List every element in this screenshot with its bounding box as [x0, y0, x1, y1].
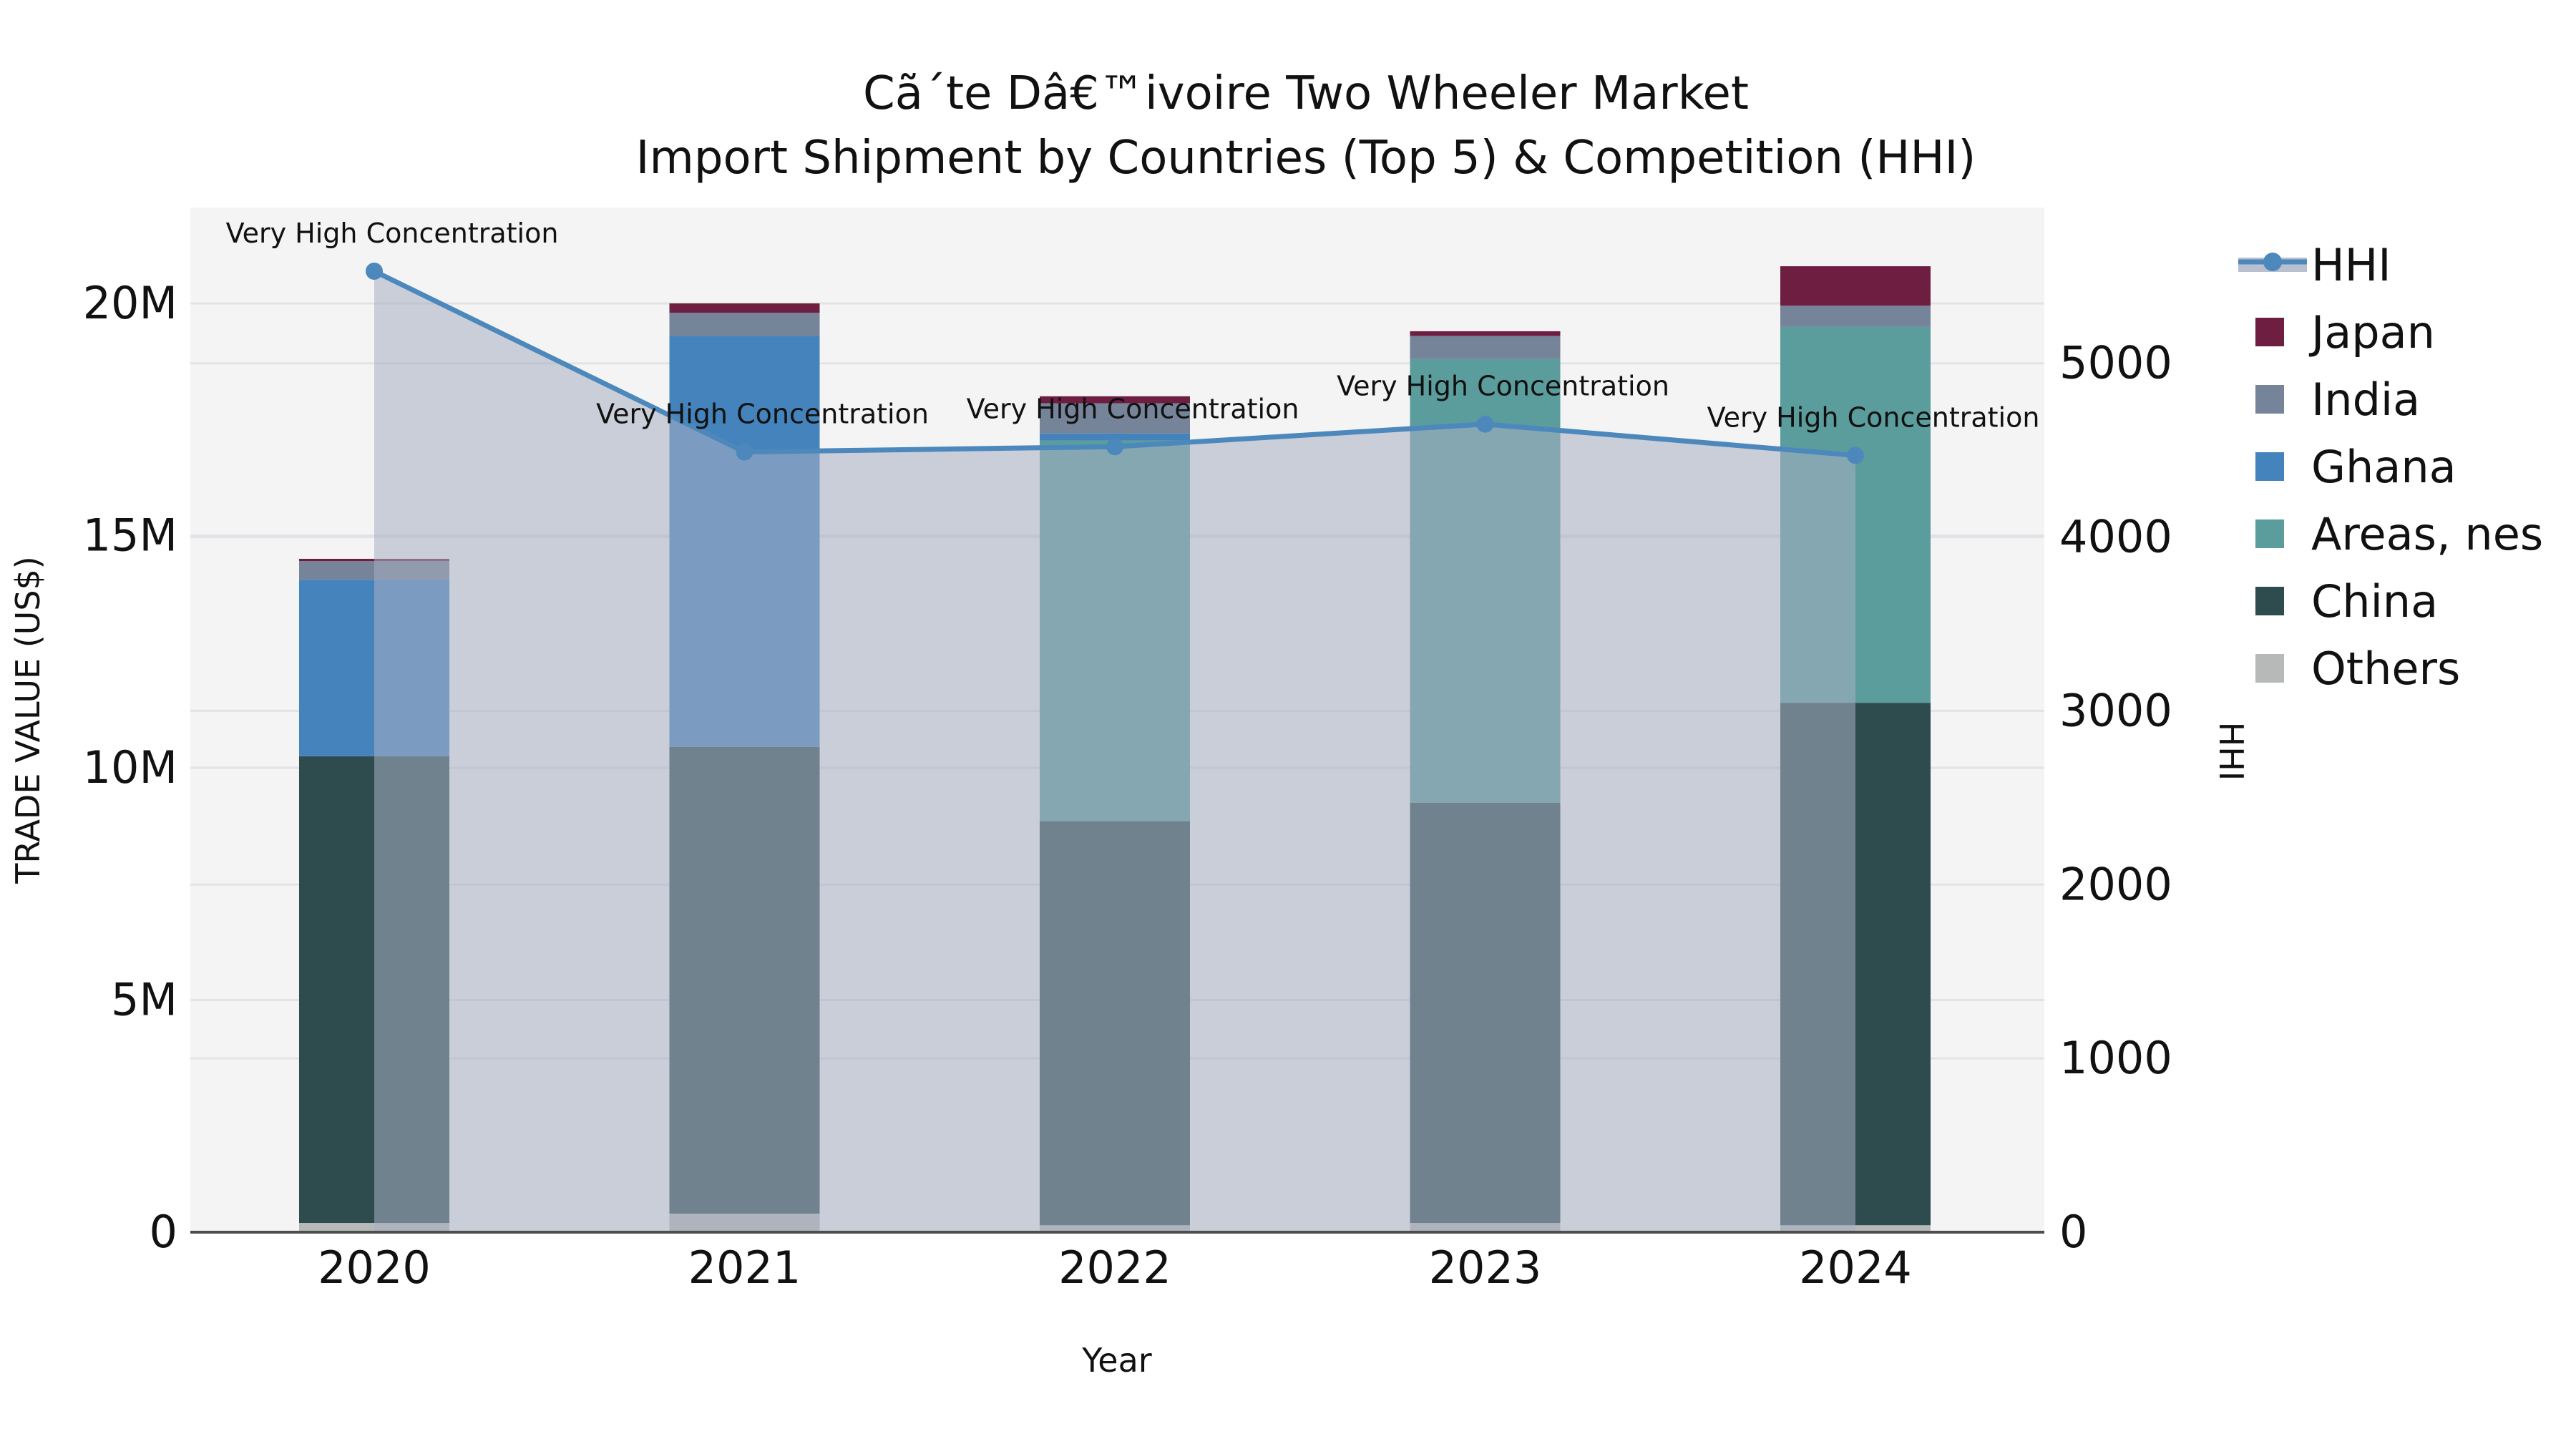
legend-item-ghana: Ghana	[2255, 441, 2457, 493]
bar-segment-japan-2024	[1780, 266, 1931, 306]
annotations: Very High Concentration Very High Concent…	[226, 218, 2040, 433]
bar-segment-japan-2023	[1410, 331, 1561, 336]
y-tick-right-2000: 2000	[2059, 858, 2172, 910]
legend-label: Ghana	[2311, 441, 2457, 493]
x-tick-2023: 2023	[1429, 1241, 1542, 1294]
legend-label: HHI	[2311, 239, 2391, 291]
annotation-2022: Very High Concentration	[967, 393, 1299, 424]
legend-swatch-others	[2255, 654, 2284, 683]
legend-item-hhi: HHI	[2238, 239, 2391, 291]
hhi-marker-2020	[366, 263, 383, 280]
y-tick-labels-left: 0 5M 10M 15M 20M	[83, 277, 177, 1258]
y-tick-left-10M: 10M	[83, 741, 177, 794]
legend-label: Japan	[2308, 306, 2435, 358]
bar-segment-india-2022	[1040, 403, 1190, 434]
annotation-2024: Very High Concentration	[1707, 401, 2040, 433]
y-tick-right-1000: 1000	[2059, 1032, 2172, 1084]
y-tick-left-0: 0	[150, 1206, 177, 1258]
x-tick-2022: 2022	[1058, 1241, 1171, 1294]
legend-item-japan: Japan	[2255, 306, 2435, 358]
legend-item-china: China	[2255, 575, 2438, 628]
y-tick-labels-right: 0 1000 2000 3000 4000 5000	[2059, 337, 2172, 1258]
bar-segment-india-2024	[1780, 306, 1931, 327]
bar-segment-india-2021	[669, 312, 820, 336]
x-tick-2020: 2020	[318, 1241, 431, 1294]
bar-segment-ghana-2022	[1040, 433, 1190, 441]
legend-item-others: Others	[2255, 643, 2460, 695]
annotation-2023: Very High Concentration	[1337, 371, 1669, 402]
y-tick-left-15M: 15M	[83, 509, 177, 562]
hhi-marker-2021	[736, 443, 753, 461]
legend-label: Areas, nes	[2311, 508, 2543, 560]
hhi-markers	[366, 263, 1864, 464]
annotation-2020: Very High Concentration	[226, 218, 559, 249]
legend-swatch-japan	[2255, 318, 2284, 346]
legend-item-areas-nes: Areas, nes	[2255, 508, 2543, 560]
legend-item-india: India	[2255, 374, 2420, 426]
annotation-2021: Very High Concentration	[596, 399, 929, 430]
legend-swatch-india	[2255, 385, 2284, 414]
chart-title-line2: Import Shipment by Countries (Top 5) & C…	[636, 132, 1976, 185]
y-tick-right-3000: 3000	[2059, 684, 2172, 736]
y-tick-right-0: 0	[2059, 1206, 2087, 1258]
legend: HHI Japan India Ghana Areas, nes China Others	[2238, 239, 2543, 695]
legend-label: India	[2311, 374, 2420, 426]
hhi-area-fill	[374, 271, 1855, 1233]
x-axis-title: Year	[1081, 1341, 1151, 1380]
chart-title-line1: Cã´te Dâ€™ivoire Two Wheeler Market	[863, 67, 1749, 120]
legend-swatch-china	[2255, 587, 2284, 615]
hhi-marker-2022	[1106, 438, 1123, 456]
legend-swatch-areas-nes	[2255, 519, 2284, 548]
legend-label: Others	[2311, 643, 2460, 695]
x-tick-2024: 2024	[1799, 1241, 1912, 1294]
y-tick-right-5000: 5000	[2059, 337, 2172, 389]
hhi-marker-2024	[1847, 447, 1864, 464]
y-axis-title-right: HHI	[2212, 722, 2250, 781]
hhi-marker-2023	[1476, 415, 1494, 433]
y-tick-left-5M: 5M	[111, 974, 177, 1026]
bar-segment-japan-2022	[1040, 396, 1190, 404]
x-tick-2021: 2021	[688, 1241, 801, 1294]
y-tick-left-20M: 20M	[83, 277, 177, 329]
legend-hhi-marker	[2263, 253, 2282, 271]
y-axis-title-left: TRADE VALUE (US$)	[9, 556, 47, 884]
bar-segment-japan-2021	[669, 303, 820, 313]
x-tick-labels: 2020 2021 2022 2023 2024	[318, 1241, 1912, 1294]
legend-swatch-ghana	[2255, 452, 2284, 481]
bar-segment-india-2023	[1410, 336, 1561, 359]
legend-label: China	[2311, 575, 2438, 628]
y-tick-right-4000: 4000	[2059, 511, 2172, 563]
